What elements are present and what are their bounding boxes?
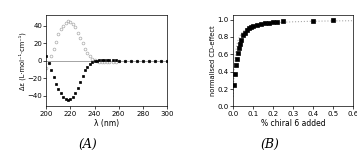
X-axis label: % chiral 6 added: % chiral 6 added [261, 119, 326, 128]
Text: (A): (A) [78, 137, 97, 150]
X-axis label: λ (nm): λ (nm) [94, 119, 119, 128]
Text: (B): (B) [260, 137, 279, 150]
Y-axis label: Δε (L·mol⁻¹·cm⁻¹): Δε (L·mol⁻¹·cm⁻¹) [19, 32, 26, 90]
Y-axis label: normalised CD-effect: normalised CD-effect [210, 26, 216, 96]
